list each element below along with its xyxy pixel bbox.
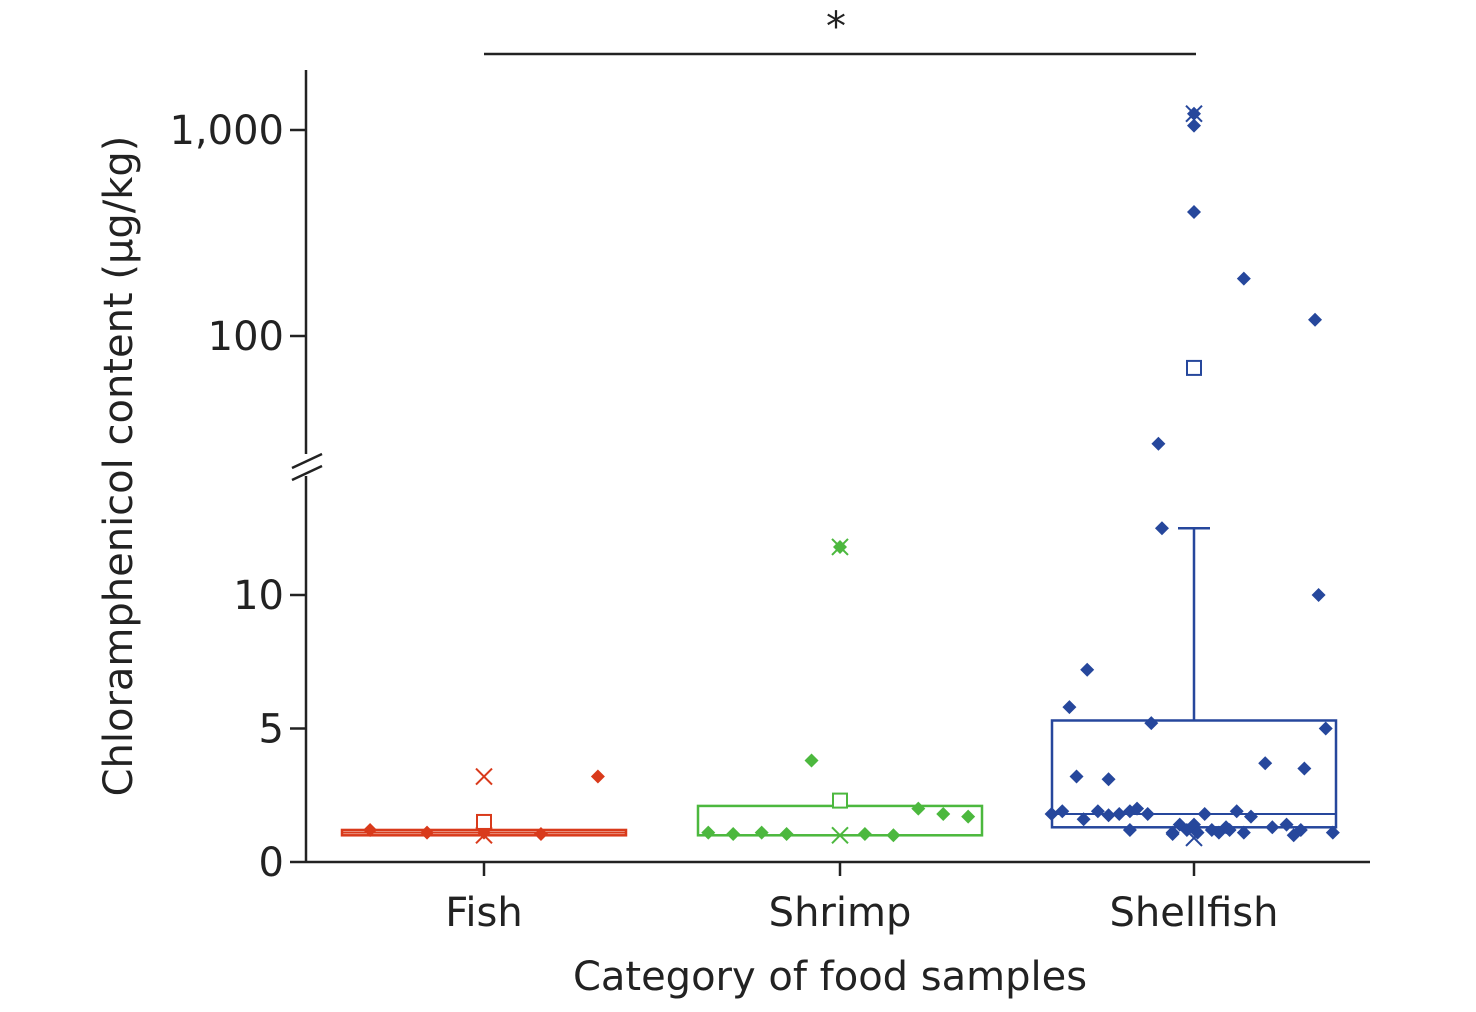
- data-point: [1236, 271, 1251, 286]
- data-point: [1154, 521, 1169, 536]
- data-point: [1090, 804, 1105, 819]
- data-point: [1112, 806, 1127, 821]
- data-point: [1187, 118, 1201, 133]
- significance-label: *: [826, 4, 846, 50]
- data-point: [1122, 822, 1137, 837]
- data-point: [1062, 700, 1077, 715]
- data-point: [590, 769, 605, 784]
- data-point: [363, 822, 378, 837]
- extreme-marker: [831, 538, 849, 556]
- x-ticks: Fish Shrimp Shellfish: [445, 862, 1278, 936]
- data-point: [1197, 806, 1212, 821]
- data-point: [1293, 822, 1308, 837]
- box: [696, 804, 984, 837]
- y-tick-label: 100: [208, 314, 284, 360]
- series-fish: [340, 767, 628, 845]
- x-tick-label: Fish: [445, 890, 522, 936]
- data-point: [1101, 772, 1116, 787]
- data-point: [886, 828, 901, 843]
- data-point: [1258, 756, 1273, 771]
- data-point: [961, 809, 976, 824]
- data-point: [911, 801, 926, 816]
- data-point: [936, 806, 951, 821]
- data-point: [804, 753, 819, 768]
- extreme-marker-stroke: [1185, 829, 1203, 847]
- extreme-marker-stroke: [1185, 104, 1203, 123]
- y-tick-label: 5: [259, 707, 284, 753]
- extreme-marker: [831, 826, 849, 845]
- extreme-marker-stroke: [475, 767, 493, 786]
- data-point: [1279, 817, 1294, 832]
- data-point: [1311, 588, 1326, 602]
- data-point: [1069, 769, 1084, 784]
- data-point: [1190, 825, 1205, 840]
- extreme-marker: [1185, 829, 1203, 847]
- mean-marker: [1186, 359, 1202, 376]
- data-point: [1165, 826, 1180, 841]
- y-axis-title: Chloramphenicol content (µg/kg): [96, 136, 142, 797]
- data-point: [701, 825, 716, 840]
- data-point: [1044, 806, 1059, 821]
- data-point: [1243, 809, 1258, 824]
- data-point: [1151, 436, 1166, 451]
- axes: [290, 70, 1370, 864]
- data-point: [1222, 822, 1237, 837]
- extreme-marker-stroke: [831, 826, 849, 845]
- significance-bracket: *: [484, 4, 1196, 56]
- x-tick-label: Shellfish: [1110, 890, 1279, 936]
- extreme-marker-stroke: [475, 826, 493, 845]
- data-point: [726, 826, 741, 841]
- data-point: [779, 826, 794, 841]
- data-point: [1080, 662, 1095, 677]
- x-tick-label: Shrimp: [769, 890, 912, 936]
- y-tick-label: 1,000: [169, 108, 284, 154]
- data-point: [754, 825, 769, 840]
- y-tick-label: 0: [259, 840, 284, 886]
- data-point: [1101, 808, 1116, 823]
- data-point: [1130, 801, 1145, 816]
- series-layer: [340, 104, 1340, 847]
- data-point: [1076, 812, 1091, 827]
- y-tick-label: 10: [233, 573, 284, 619]
- series-shrimp: [696, 538, 984, 845]
- series-shellfish: [1044, 104, 1340, 847]
- extreme-marker: [475, 767, 493, 786]
- data-point: [1187, 204, 1201, 219]
- extreme-marker-stroke: [831, 538, 849, 556]
- x-axis-title: Category of food samples: [573, 954, 1087, 1000]
- data-point: [857, 826, 872, 841]
- data-point: [420, 825, 435, 840]
- data-point: [1318, 721, 1333, 736]
- mean-marker: [832, 792, 848, 809]
- extreme-marker: [1185, 104, 1203, 123]
- axis-break-mark: [290, 452, 323, 482]
- data-point: [1308, 312, 1323, 327]
- data-point: [1265, 820, 1280, 835]
- data-point: [1297, 761, 1312, 776]
- extreme-marker: [475, 826, 493, 845]
- mean-marker: [476, 813, 492, 830]
- y-ticks: 0 5 10 100 1,000: [169, 108, 306, 886]
- data-point: [1144, 716, 1159, 731]
- data-point: [1055, 804, 1070, 819]
- data-point: [1140, 806, 1155, 821]
- data-point: [1325, 825, 1340, 840]
- data-point: [1229, 804, 1244, 819]
- data-point: [533, 826, 548, 841]
- data-point: [1236, 825, 1251, 840]
